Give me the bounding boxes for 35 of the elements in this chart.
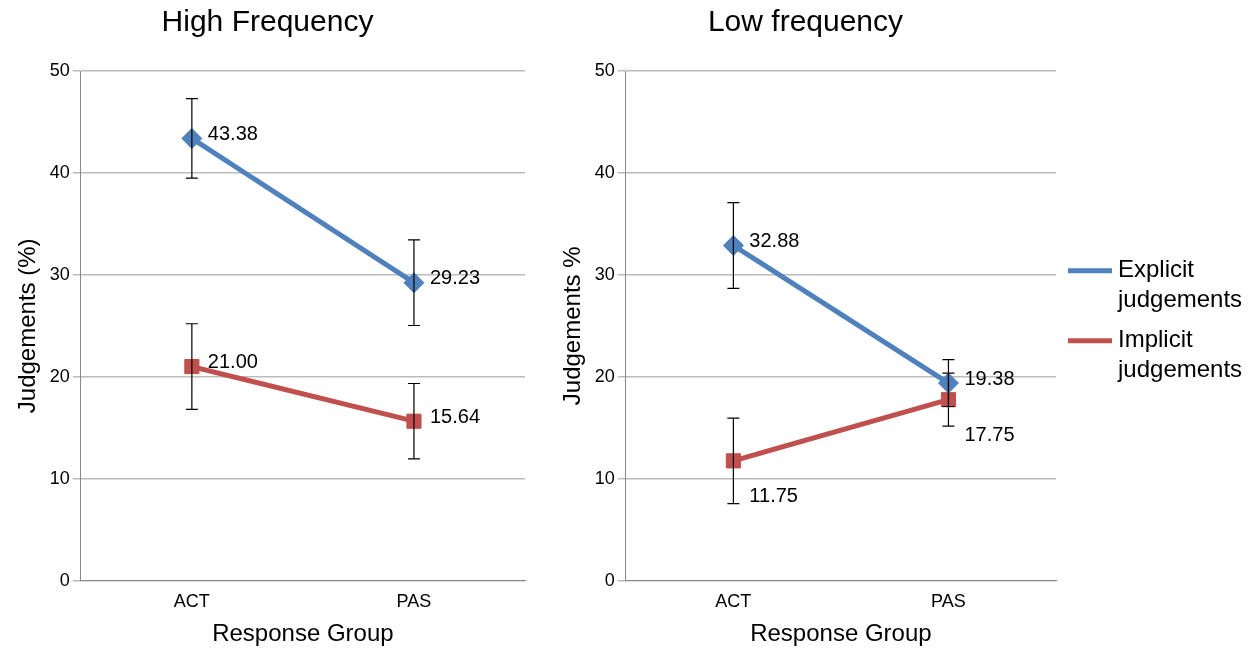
data-label: 15.64: [429, 404, 481, 427]
x-tick-label: ACT: [715, 591, 752, 612]
data-label: 17.75: [964, 423, 1015, 446]
data-label: 11.75: [749, 484, 798, 507]
y-tick-label: 20: [49, 365, 70, 386]
x-tick-label: PAS: [396, 591, 432, 612]
y-tick-label: 50: [49, 59, 70, 80]
point: [725, 453, 741, 469]
y-tick-label: 40: [594, 161, 615, 182]
y-tick-label: 0: [59, 569, 70, 590]
chart-title: High Frequency: [161, 4, 374, 38]
y-tick-label: 30: [49, 263, 70, 284]
x-axis-title: Response Group: [212, 619, 394, 647]
y-tick-label: 0: [604, 569, 615, 590]
data-label: 32.88: [749, 229, 800, 251]
y-tick-label: 50: [594, 59, 615, 80]
legend-label: Explicit judgements: [1117, 255, 1243, 313]
data-label: 19.38: [964, 366, 1015, 389]
y-axis-title: Judgements %: [558, 246, 586, 406]
data-label: 43.38: [207, 121, 258, 144]
legend-label: Implicit judgements: [1117, 325, 1243, 383]
y-tick-label: 10: [594, 467, 615, 488]
x-tick-label: ACT: [173, 591, 210, 612]
data-label: 29.23: [429, 266, 481, 289]
y-tick-label: 20: [594, 365, 615, 386]
chart-title: Low frequency: [707, 4, 904, 38]
x-tick-label: PAS: [931, 591, 966, 612]
point: [937, 372, 959, 394]
x-axis-title: Response Group: [750, 619, 932, 647]
y-tick-label: 10: [49, 467, 70, 488]
y-tick-label: 30: [594, 263, 615, 284]
data-label: 21.00: [207, 350, 258, 373]
y-tick-label: 40: [49, 161, 70, 182]
point: [722, 234, 744, 256]
y-axis-title: Judgements (%): [13, 238, 41, 414]
